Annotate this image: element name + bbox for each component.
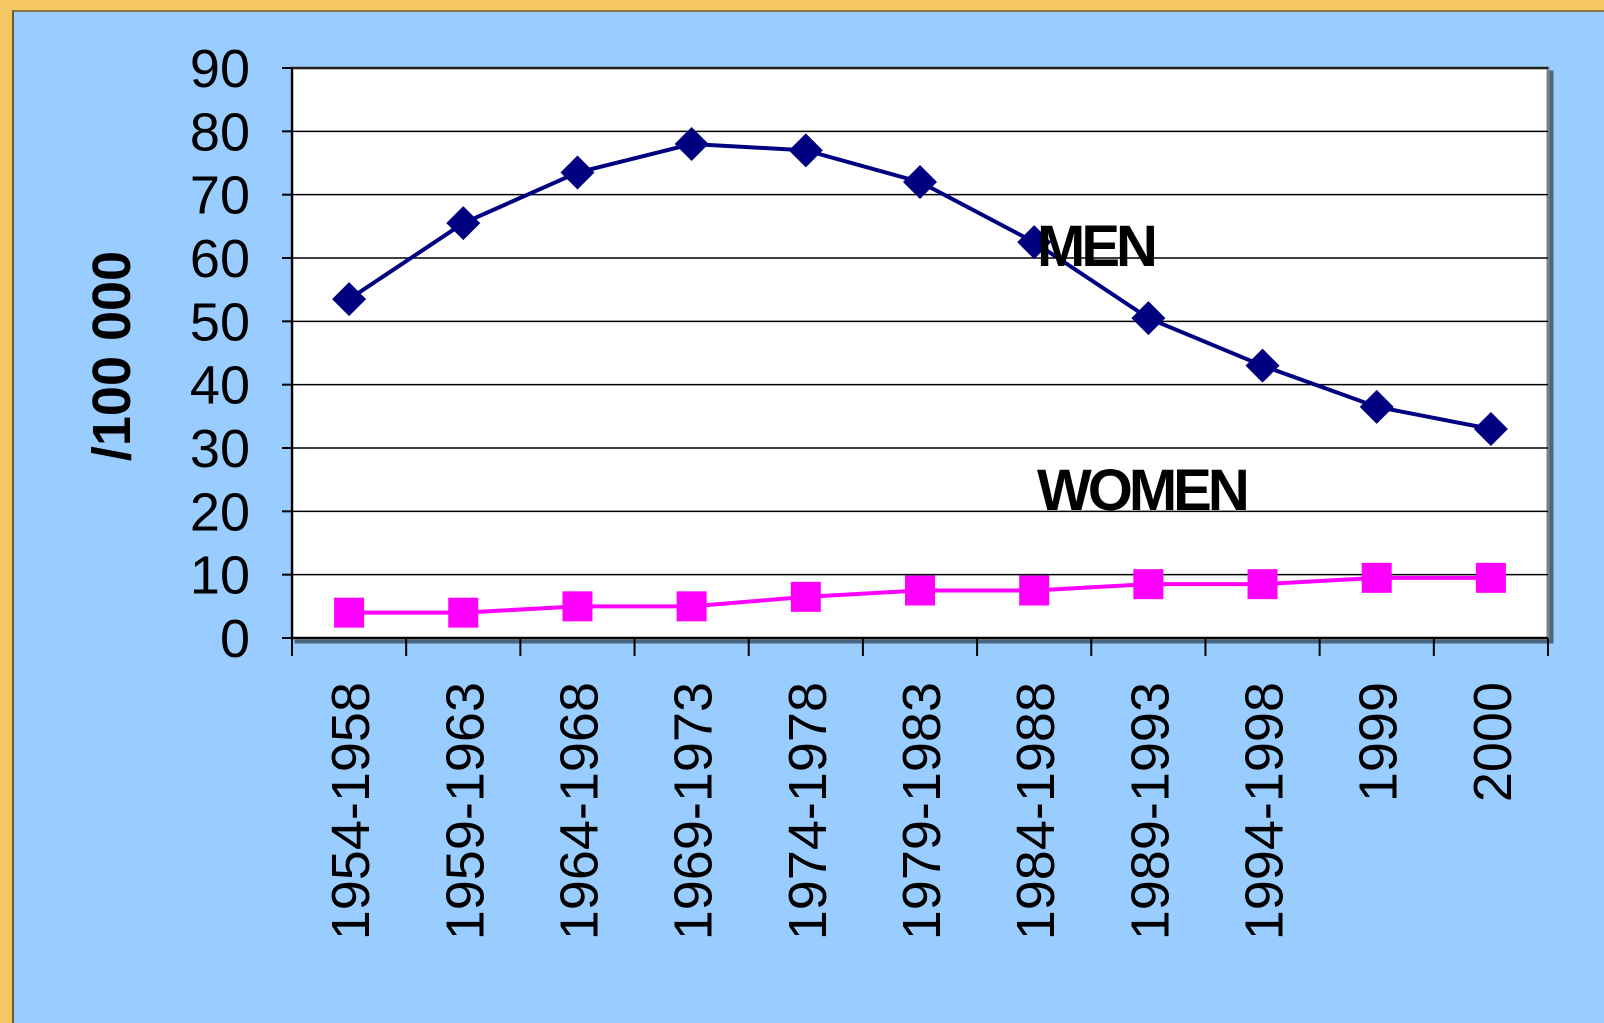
- x-tick-label: 1954-1958: [321, 682, 381, 940]
- series-layer: [332, 127, 1508, 628]
- data-point: [1131, 301, 1166, 336]
- data-point: [1361, 562, 1392, 593]
- y-tick-label: 80: [190, 102, 250, 162]
- data-point: [562, 591, 593, 622]
- y-tick-label: 30: [190, 419, 250, 479]
- data-point: [560, 155, 595, 190]
- y-tick-label: 60: [190, 229, 250, 289]
- data-point: [674, 127, 709, 161]
- x-tick-label: 1989-1993: [1120, 682, 1180, 940]
- x-tick-label: 1999: [1349, 682, 1409, 802]
- x-tick-label: 1984-1988: [1006, 682, 1066, 940]
- data-point: [332, 282, 367, 317]
- data-point: [1245, 348, 1280, 383]
- y-tick-label: 0: [220, 609, 250, 669]
- x-tick-label: 1974-1978: [778, 682, 838, 940]
- series-label-men: MEN: [1037, 214, 1154, 279]
- data-point: [334, 597, 365, 628]
- x-tick-label: 1969-1973: [664, 682, 724, 940]
- axes: [282, 67, 1549, 656]
- y-tick-label: 20: [190, 482, 250, 542]
- x-tick-label: 1979-1983: [892, 682, 952, 940]
- data-point: [903, 165, 937, 199]
- x-tick-label: 1959-1963: [435, 682, 495, 940]
- data-point: [448, 597, 479, 628]
- data-point: [1473, 412, 1508, 446]
- plot-background: [290, 66, 1550, 640]
- data-point: [676, 591, 707, 622]
- data-point: [1017, 225, 1052, 260]
- series-label-women: WOMEN: [1037, 458, 1246, 523]
- data-point: [1247, 569, 1278, 600]
- data-point: [788, 133, 823, 168]
- series-men: [332, 127, 1508, 446]
- x-axis-tick-labels: 1954-1958 1959-1963 1964-1968 1969-1973 1974…: [321, 682, 1523, 940]
- x-tick-label: 1994-1998: [1235, 682, 1295, 940]
- plot-area: [290, 66, 1550, 640]
- y-tick-label: 50: [190, 292, 250, 352]
- y-tick-label: 70: [190, 166, 250, 226]
- y-tick-label: 40: [190, 356, 250, 416]
- data-point: [1475, 562, 1506, 593]
- data-point: [1359, 389, 1394, 424]
- data-point: [1133, 569, 1164, 600]
- data-point: [1019, 575, 1050, 606]
- data-point: [790, 581, 821, 612]
- data-point: [905, 575, 935, 606]
- y-axis-label: /100 000: [82, 251, 142, 461]
- y-tick-label: 90: [190, 39, 250, 99]
- y-tick-label: 10: [190, 546, 250, 606]
- x-tick-label: 1964-1968: [549, 682, 609, 940]
- series-women: [334, 562, 1506, 628]
- x-tick-label: 2000: [1463, 682, 1523, 802]
- data-point: [446, 206, 481, 241]
